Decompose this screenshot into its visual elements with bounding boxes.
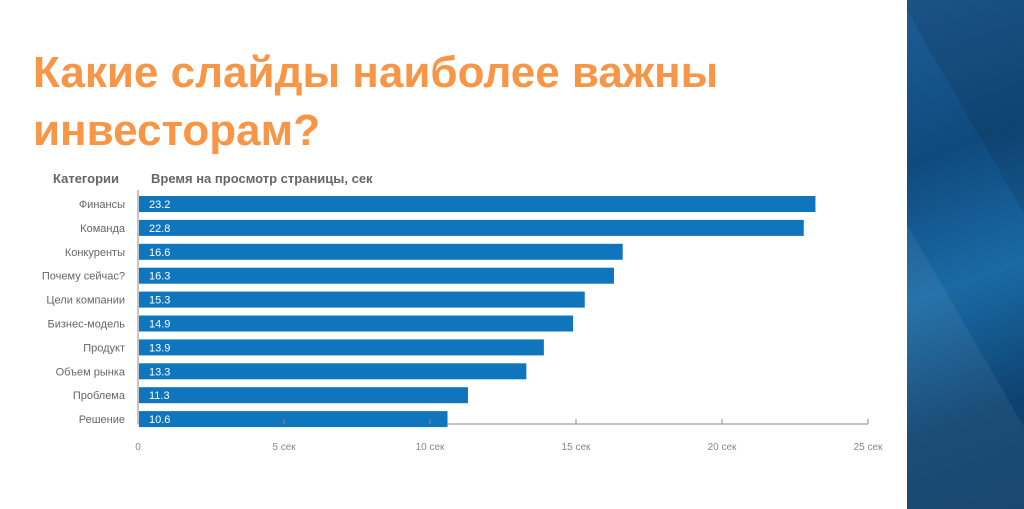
x-tick-label: 0 — [135, 442, 141, 453]
bar — [139, 243, 623, 260]
x-tick-label: 10 сек — [416, 442, 445, 453]
bar-value-label: 22.8 — [149, 223, 170, 235]
decorative-side-panel — [907, 0, 1024, 509]
x-tick-label: 20 сек — [708, 442, 737, 453]
x-tick-label: 25 сек — [854, 442, 883, 453]
bar — [139, 291, 585, 308]
category-label: Бизнес-модель — [47, 319, 125, 331]
category-label: Почему сейчас? — [42, 271, 125, 283]
bar-value-label: 13.3 — [149, 366, 170, 378]
bar — [139, 339, 544, 356]
category-label: Объем рынка — [56, 366, 126, 378]
slide-title: Какие слайды наиболее важны инвесторам? — [33, 48, 719, 155]
bar — [139, 315, 574, 332]
category-header: Категории — [53, 171, 120, 186]
bar — [139, 267, 614, 284]
bar — [139, 219, 804, 236]
category-label: Цели компании — [46, 295, 125, 307]
category-label: Продукт — [83, 342, 125, 354]
bar-value-label: 15.3 — [149, 295, 170, 307]
bar-value-label: 16.3 — [149, 271, 170, 283]
bar — [139, 411, 448, 428]
category-label: Команда — [80, 223, 126, 235]
x-tick-label: 5 сек — [272, 442, 296, 453]
category-label: Финансы — [79, 199, 125, 211]
bar — [139, 387, 468, 404]
value-header: Время на просмотр страницы, сек — [151, 171, 373, 186]
x-tick-label: 15 сек — [562, 442, 591, 453]
category-label: Проблема — [73, 390, 126, 402]
bar-value-label: 13.9 — [149, 342, 170, 354]
category-label: Конкуренты — [65, 247, 125, 259]
bar-value-label: 11.3 — [149, 390, 170, 402]
bar-value-label: 23.2 — [149, 199, 170, 211]
bar-value-label: 14.9 — [149, 319, 170, 331]
bar — [139, 196, 816, 212]
bar-value-label: 16.6 — [149, 247, 170, 259]
bar — [139, 363, 527, 380]
category-label: Решение — [79, 414, 125, 426]
bar-value-label: 10.6 — [149, 414, 170, 426]
